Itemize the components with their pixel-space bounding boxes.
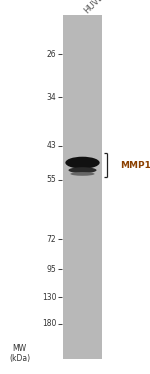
Text: 26: 26 [47,50,56,59]
Text: HUVEC: HUVEC [82,0,109,15]
Text: 95: 95 [46,265,56,274]
Text: 130: 130 [42,293,56,302]
Text: MW
(kDa): MW (kDa) [9,344,30,364]
Ellipse shape [70,172,95,176]
Ellipse shape [65,157,100,169]
Text: MMP1: MMP1 [120,161,150,170]
Text: 180: 180 [42,319,56,328]
FancyBboxPatch shape [63,15,102,359]
Text: 43: 43 [46,141,56,150]
Text: 55: 55 [46,175,56,184]
Ellipse shape [68,167,97,173]
Text: 72: 72 [47,235,56,244]
Text: 34: 34 [46,93,56,102]
